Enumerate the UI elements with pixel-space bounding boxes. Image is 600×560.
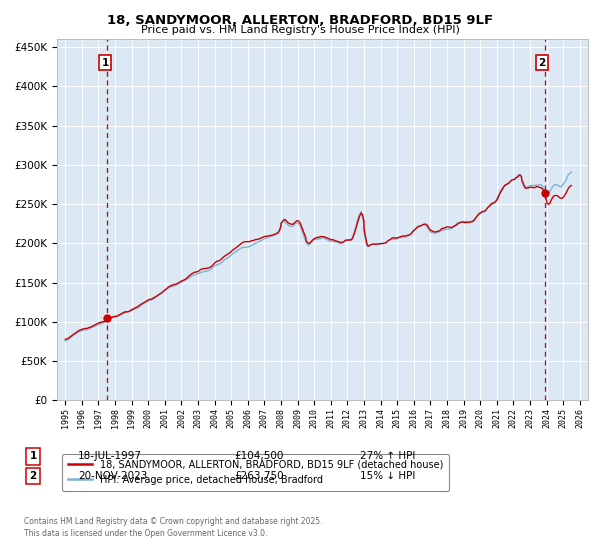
Text: 15% ↓ HPI: 15% ↓ HPI <box>360 471 415 481</box>
Legend: 18, SANDYMOOR, ALLERTON, BRADFORD, BD15 9LF (detached house), HPI: Average price: 18, SANDYMOOR, ALLERTON, BRADFORD, BD15 … <box>62 454 449 491</box>
Text: Contains HM Land Registry data © Crown copyright and database right 2025.
This d: Contains HM Land Registry data © Crown c… <box>24 517 323 538</box>
Text: 2: 2 <box>29 471 37 481</box>
Text: 20-NOV-2023: 20-NOV-2023 <box>78 471 148 481</box>
Text: 1: 1 <box>101 58 109 68</box>
Text: £263,750: £263,750 <box>234 471 284 481</box>
Text: 2: 2 <box>539 58 546 68</box>
Text: Price paid vs. HM Land Registry's House Price Index (HPI): Price paid vs. HM Land Registry's House … <box>140 25 460 35</box>
Text: 27% ↑ HPI: 27% ↑ HPI <box>360 451 415 461</box>
Text: £104,500: £104,500 <box>234 451 283 461</box>
Text: 18, SANDYMOOR, ALLERTON, BRADFORD, BD15 9LF: 18, SANDYMOOR, ALLERTON, BRADFORD, BD15 … <box>107 14 493 27</box>
Text: 1: 1 <box>29 451 37 461</box>
Text: 18-JUL-1997: 18-JUL-1997 <box>78 451 142 461</box>
